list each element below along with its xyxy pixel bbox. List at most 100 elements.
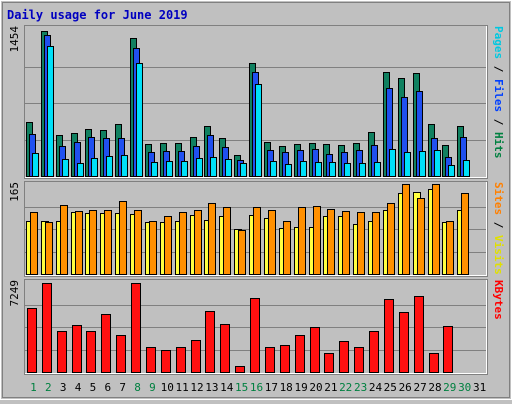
bar-kbytes-day-11 (176, 347, 186, 373)
bar-kbytes-day-6 (101, 314, 111, 373)
bar-kbytes-day-21 (324, 353, 334, 373)
bar-kbytes-day-2 (42, 283, 52, 373)
chart-panels: 1454 Pages / Files / Hits 165 Sites / Visit… (8, 25, 505, 375)
bar-kbytes-day-8 (131, 283, 141, 373)
bar-pages-day-7 (121, 155, 128, 177)
x-tick-label: 9 (149, 381, 156, 394)
bar-pages-day-14 (225, 159, 232, 177)
x-tick-label: 24 (369, 381, 383, 394)
bar-kbytes-day-22 (339, 341, 349, 373)
x-tick-label: 28 (428, 381, 441, 394)
bar-pages-day-26 (404, 152, 411, 177)
x-tick-label: 4 (75, 381, 82, 394)
bar-kbytes-day-20 (310, 327, 320, 373)
bar-kbytes-day-27 (414, 296, 424, 373)
bar-sites-day-15 (238, 230, 246, 275)
x-tick-label: 10 (161, 381, 174, 394)
bar-kbytes-day-5 (86, 331, 96, 373)
bar-sites-day-25 (387, 203, 395, 275)
bar-pages-day-2 (47, 46, 54, 177)
x-tick-label: 21 (324, 381, 337, 394)
chart-title: Daily usage for June 2019 (7, 8, 188, 22)
bar-pages-day-21 (329, 162, 336, 177)
panel-max-label: 1454 (8, 26, 21, 53)
bar-sites-day-20 (313, 206, 321, 275)
x-tick-label: 6 (104, 381, 111, 394)
legend-entry: Files (492, 79, 505, 112)
bar-sites-day-24 (372, 212, 380, 275)
x-tick-label: 7 (119, 381, 126, 394)
bar-sites-day-27 (417, 198, 425, 275)
bar-kbytes-day-25 (384, 299, 394, 373)
panel-kbytes: 7249 KBytes (8, 279, 505, 375)
panel-bars (27, 283, 453, 373)
bar-pages-day-15 (240, 163, 247, 177)
bar-sites-day-11 (179, 212, 187, 275)
bar-sites-day-2 (45, 222, 53, 275)
bar-pages-day-25 (389, 149, 396, 177)
x-tick-label: 25 (384, 381, 397, 394)
outer-border-dark (2, 2, 510, 398)
x-tick-label: 12 (190, 381, 203, 394)
legend-entry: Pages (492, 26, 505, 59)
bar-pages-day-28 (434, 150, 441, 177)
panel-bars (26, 31, 470, 177)
x-tick-label: 15 (235, 381, 248, 394)
bar-pages-day-24 (374, 162, 381, 177)
x-tick-label: 14 (220, 381, 234, 394)
panel-legend: Pages / Files / Hits (492, 26, 505, 159)
bar-pages-day-18 (285, 164, 292, 177)
bar-kbytes-day-13 (205, 311, 215, 373)
panel-legend: Sites / Visits (492, 182, 505, 275)
bar-kbytes-day-12 (191, 340, 201, 373)
legend-entry: / (492, 59, 505, 79)
bar-sites-day-5 (89, 210, 97, 275)
x-tick-label: 20 (309, 381, 322, 394)
x-tick-label: 5 (90, 381, 97, 394)
bar-sites-day-13 (208, 203, 216, 275)
bar-pages-day-20 (315, 162, 322, 177)
bar-kbytes-day-24 (369, 331, 379, 373)
x-axis: 1 2 3 4 5 6 7 8 9 10 11 12 13 14 15 16 17 18 19 20 21 22 23 24 2… (30, 381, 486, 394)
bar-sites-day-29 (446, 221, 454, 275)
x-tick-label: 8 (134, 381, 141, 394)
bar-pages-day-29 (448, 165, 455, 177)
bar-pages-day-10 (166, 161, 173, 177)
bar-pages-day-5 (91, 158, 98, 177)
bar-pages-day-27 (419, 151, 426, 177)
legend-entry: / (492, 215, 505, 235)
panel-bars (26, 184, 469, 275)
bar-sites-day-18 (283, 221, 291, 275)
bar-pages-day-19 (300, 161, 307, 177)
x-tick-label: 16 (250, 381, 263, 394)
x-tick-label: 23 (354, 381, 367, 394)
panel-hits: 1454 Pages / Files / Hits (8, 25, 505, 179)
bar-kbytes-day-17 (265, 347, 275, 373)
bar-sites-day-14 (223, 207, 231, 275)
bar-pages-day-8 (136, 63, 143, 177)
bar-pages-day-1 (32, 153, 39, 177)
bar-pages-day-16 (255, 84, 262, 177)
bar-sites-day-28 (432, 184, 440, 275)
bar-kbytes-day-28 (429, 353, 439, 373)
bar-pages-day-17 (270, 161, 277, 177)
bar-sites-day-6 (104, 210, 112, 275)
x-tick-label: 13 (205, 381, 218, 394)
x-tick-label: 30 (458, 381, 471, 394)
x-tick-label: 29 (443, 381, 456, 394)
bar-sites-day-30 (461, 193, 469, 275)
bar-pages-day-9 (151, 162, 158, 177)
bar-sites-day-26 (402, 184, 410, 275)
bar-sites-day-3 (60, 205, 68, 275)
bar-sites-day-4 (75, 211, 83, 275)
bar-sites-day-21 (327, 209, 335, 275)
x-tick-label: 1 (30, 381, 37, 394)
bar-kbytes-day-10 (161, 350, 171, 373)
bar-pages-day-3 (62, 159, 69, 177)
bar-kbytes-day-26 (399, 312, 409, 373)
bar-sites-day-17 (268, 210, 276, 275)
x-tick-label: 31 (473, 381, 486, 394)
bar-sites-day-22 (342, 211, 350, 275)
bar-pages-day-13 (210, 157, 217, 177)
